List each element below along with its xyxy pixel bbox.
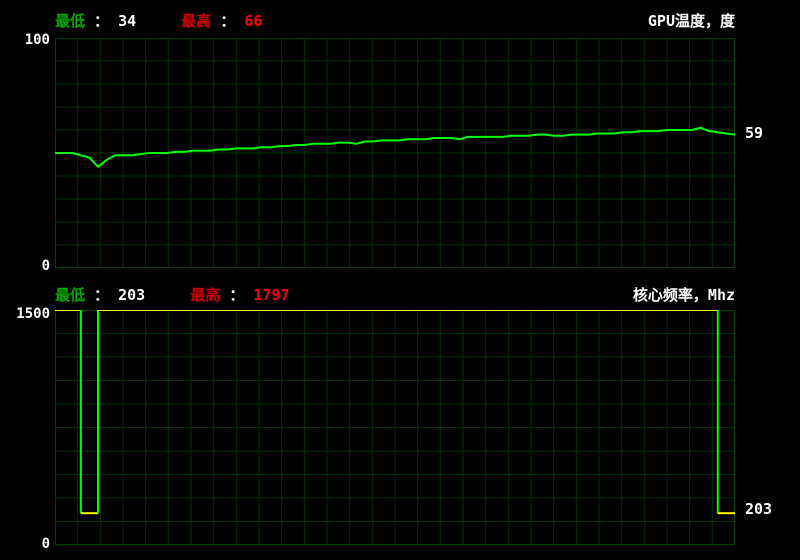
chart1-low-value: 34 — [118, 12, 136, 30]
chart2-high-value: 1797 — [253, 286, 289, 304]
chart2-low-label: 最低 — [55, 286, 85, 304]
chart2-title: 核心频率，Mhz — [633, 284, 735, 305]
chart2-ytick-top: 1500 — [2, 306, 50, 322]
chart1-svg — [55, 38, 735, 268]
chart1-current-value: 59 — [745, 124, 763, 142]
chart1-high-value: 66 — [244, 12, 262, 30]
chart2-high-label: 最高 — [190, 286, 220, 304]
monitor-panel: 最低 ： 34 最高 ： 66 GPU温度，度 100 0 59 最低 ： 20… — [0, 0, 800, 560]
chart1-low-label: 最低 — [55, 12, 85, 30]
chart1-high-label: 最高 — [181, 12, 211, 30]
chart1-title: GPU温度，度 — [648, 10, 735, 31]
chart1-stats: 最低 ： 34 最高 ： 66 — [55, 10, 262, 31]
chart1-ytick-top: 100 — [10, 32, 50, 48]
chart1-ytick-bottom: 0 — [10, 258, 50, 274]
chart2-current-value: 203 — [745, 500, 772, 518]
chart2-low-value: 203 — [118, 286, 145, 304]
chart2-svg — [55, 310, 735, 545]
chart2-stats: 最低 ： 203 最高 ： 1797 — [55, 284, 290, 305]
chart2-ytick-bottom: 0 — [10, 536, 50, 552]
